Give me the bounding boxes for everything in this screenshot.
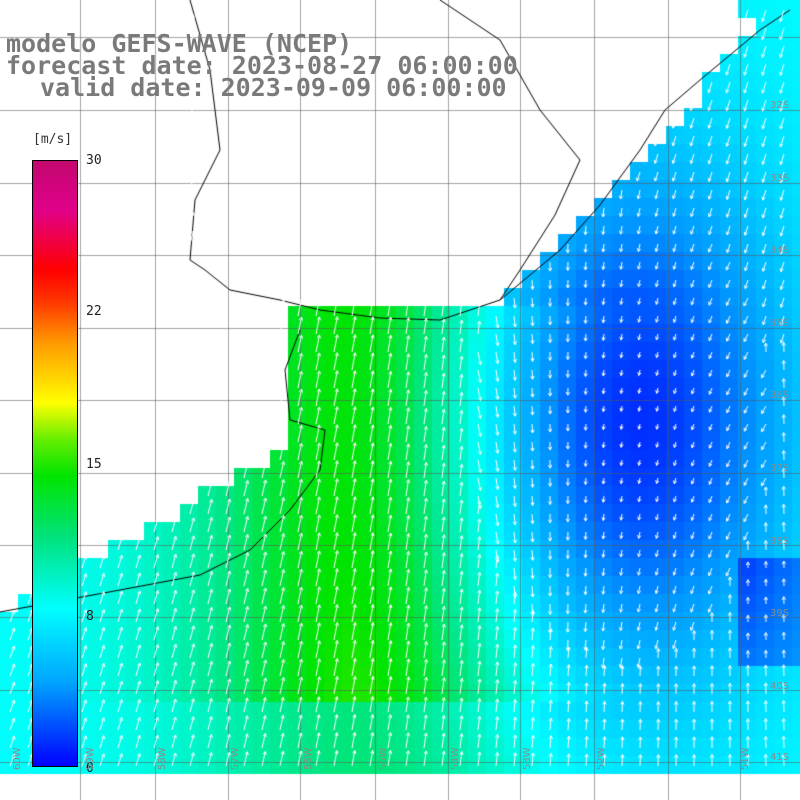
longitude-label: 57W	[230, 747, 241, 770]
colorbar-tick-22: 22	[86, 304, 102, 319]
forecast-date: forecast date: 2023-08-27 06:00:00	[6, 51, 518, 80]
valid-date: valid date: 2023-09-09 06:00:00	[40, 73, 507, 102]
longitude-label: 59W	[85, 747, 96, 770]
longitude-label: 54W	[450, 747, 461, 770]
longitude-label: 56W	[303, 747, 314, 770]
colorbar	[32, 160, 78, 767]
latitude-label: 38S	[770, 536, 790, 547]
latitude-label: 41S	[770, 752, 790, 763]
latitude-label: 39S	[770, 608, 790, 619]
latitude-label: 37S	[770, 463, 790, 474]
latitude-label: 33S	[770, 173, 790, 184]
colorbar-tick-30: 30	[86, 153, 102, 168]
colorbar-tick-15: 15	[86, 457, 102, 472]
longitude-label: 53W	[522, 747, 533, 770]
model-title: modelo GEFS-WAVE (NCEP)	[6, 29, 353, 58]
latitude-label: 36S	[770, 390, 790, 401]
longitude-label: 55W	[378, 747, 389, 770]
colorbar-tick-8: 8	[86, 609, 94, 624]
longitude-label: 60W	[12, 747, 23, 770]
colorbar-tick-0: 0	[86, 761, 94, 776]
colorbar-unit: [m/s]	[33, 132, 73, 147]
latitude-label: 32S	[770, 100, 790, 111]
longitude-label: 58W	[157, 747, 168, 770]
latitude-label: 40S	[770, 681, 790, 692]
longitude-label: 52W	[596, 747, 607, 770]
latitude-label: 35S	[770, 318, 790, 329]
longitude-label: 51W	[740, 747, 751, 770]
latitude-label: 34S	[770, 245, 790, 256]
